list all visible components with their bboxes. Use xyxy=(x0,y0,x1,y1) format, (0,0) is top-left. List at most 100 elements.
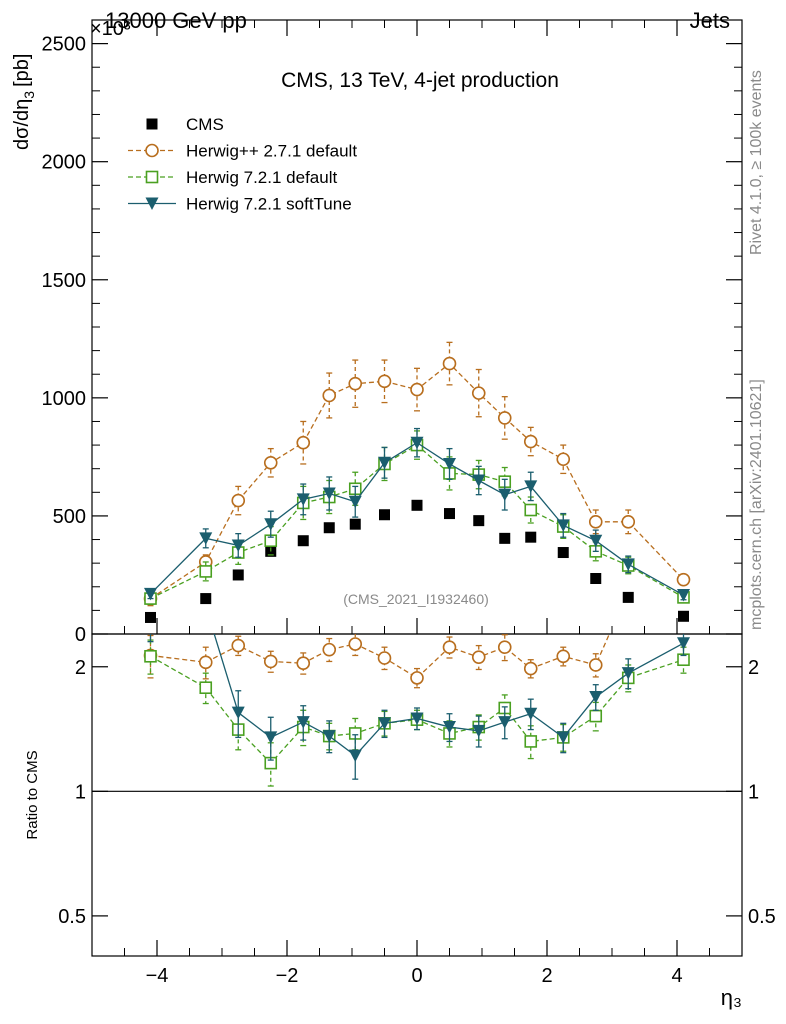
main-point-herwig-7-2-1-default xyxy=(524,503,538,517)
ratio-y-tick-label: 2 xyxy=(75,657,86,679)
ratio-point-herwig-2-7-1-default xyxy=(497,640,512,655)
ratio-point-herwig-7-2-1-default xyxy=(589,709,603,723)
main-panel-frame xyxy=(91,19,743,635)
main-point-cms xyxy=(444,508,455,520)
main-y-tick-label: 0 xyxy=(75,624,86,646)
main-point-herwig-7-2-1-softtune xyxy=(348,495,362,509)
main-point-herwig-7-2-1-softtune xyxy=(524,480,538,493)
main-point-herwig-7-2-1-softtune xyxy=(199,532,213,545)
main-point-cms xyxy=(473,515,485,527)
main-point-herwig-2-7-1-default xyxy=(676,572,691,587)
ratio-point-herwig-7-2-1-softtune xyxy=(264,731,278,744)
ratio-point-herwig-7-2-1-softtune xyxy=(296,716,310,729)
main-point-cms xyxy=(200,593,212,605)
main-y-axis: 0 500 1000 1500 2000 2500 xyxy=(42,19,742,646)
main-point-herwig-7-2-1-softtune xyxy=(296,493,310,506)
main-point-herwig-2-7-1-default xyxy=(471,386,486,400)
ratio-series-group xyxy=(143,634,690,787)
main-point-herwig-7-2-1-softtune xyxy=(231,539,245,552)
main-y-tick-label: 2000 xyxy=(42,152,87,174)
main-point-herwig-2-7-1-default xyxy=(231,493,246,508)
main-point-herwig-7-2-1-softtune xyxy=(498,488,512,502)
main-y-tick-label: 2500 xyxy=(42,34,87,56)
main-point-cms xyxy=(499,532,511,544)
ratio-point-herwig-2-7-1-default xyxy=(377,651,392,665)
main-point-herwig-7-2-1-softtune xyxy=(589,534,603,548)
main-point-herwig-2-7-1-default xyxy=(410,382,424,397)
ratio-point-herwig-7-2-1-softtune xyxy=(498,716,512,729)
y-axis-label-main: dσ/dη3 [pb] xyxy=(11,54,37,150)
main-series-herwig-2-7-1-default xyxy=(143,341,691,607)
y-axis-label-ratio: Ratio to CMS xyxy=(24,750,41,839)
ratio-point-herwig-7-2-1-softtune xyxy=(378,717,391,730)
main-point-herwig-2-7-1-default xyxy=(497,411,512,425)
main-point-herwig-7-2-1-softtune xyxy=(443,457,456,471)
ratio-point-herwig-2-7-1-default xyxy=(442,640,457,655)
ratio-series-herwig-7-2-1-softtune xyxy=(147,634,690,780)
ratio-point-herwig-7-2-1-default xyxy=(524,735,538,748)
ratio-point-herwig-7-2-1-softtune xyxy=(231,706,245,720)
ratio-line-herwig-2-7-1-default xyxy=(150,634,611,679)
ratio-point-herwig-7-2-1-softtune xyxy=(472,724,486,738)
main-point-cms xyxy=(411,499,423,511)
ratio-point-herwig-7-2-1-softtune xyxy=(410,712,424,725)
main-point-herwig-2-7-1-default xyxy=(322,388,337,403)
main-point-cms xyxy=(145,611,156,623)
x-tick-label: 0 xyxy=(411,965,422,987)
ratio-y-tick-label: 0.5 xyxy=(58,906,86,928)
main-point-herwig-7-2-1-softtune xyxy=(322,487,336,500)
legend-label: Herwig 7.2.1 softTune xyxy=(186,195,352,214)
main-point-herwig-2-7-1-default xyxy=(621,515,636,529)
rivet-label: Rivet 4.1.0, ≥ 100k events xyxy=(748,70,765,255)
ratio-y-tick-label: 1 xyxy=(75,781,86,803)
main-line-herwig-7-2-1-softtune xyxy=(150,441,684,596)
watermark: (CMS_2021_I1932460) xyxy=(343,591,489,607)
main-point-cms xyxy=(590,573,602,585)
main-point-cms xyxy=(323,522,335,534)
main-point-herwig-2-7-1-default xyxy=(377,374,392,389)
main-point-cms xyxy=(379,509,390,521)
ratio-point-herwig-2-7-1-default xyxy=(348,637,363,651)
main-point-herwig-2-7-1-default xyxy=(348,376,363,391)
ratio-y-tick-label-right: 2 xyxy=(748,657,759,679)
y-axis-label-unit: [pb] xyxy=(11,54,33,87)
main-point-cms xyxy=(557,547,569,559)
y-axis-label-text: dσ/dη xyxy=(11,99,33,150)
main-point-herwig-7-2-1-softtune xyxy=(621,558,635,571)
ratio-y-tick-label-right: 1 xyxy=(748,781,759,803)
axis-exponent: ×10³ xyxy=(90,18,131,40)
ratio-point-herwig-7-2-1-softtune xyxy=(322,730,336,743)
ratio-point-herwig-2-7-1-default xyxy=(322,642,337,657)
ratio-point-herwig-7-2-1-softtune xyxy=(524,707,538,721)
main-point-herwig-7-2-1-softtune xyxy=(264,518,278,531)
main-point-herwig-2-7-1-default xyxy=(588,515,603,529)
ratio-point-herwig-2-7-1-default xyxy=(471,650,486,664)
legend-entry-herwig-2-7-1-default: Herwig++ 2.7.1 default xyxy=(128,142,357,161)
main-series-herwig-7-2-1-softtune xyxy=(144,427,690,602)
x-axis-label: η₃ xyxy=(721,985,742,1010)
ratio-point-herwig-7-2-1-softtune xyxy=(556,731,570,744)
ratio-point-herwig-7-2-1-softtune xyxy=(589,691,603,704)
legend-entry-herwig-7-2-1-default: Herwig 7.2.1 default xyxy=(128,168,337,187)
ratio-point-herwig-2-7-1-default xyxy=(556,649,571,664)
ratio-point-herwig-2-7-1-default xyxy=(231,638,246,653)
ratio-point-herwig-7-2-1-softtune xyxy=(677,637,690,650)
main-point-herwig-2-7-1-default xyxy=(296,435,311,450)
ratio-point-herwig-7-2-1-softtune xyxy=(348,749,362,763)
legend-entry-cms: CMS xyxy=(146,115,224,134)
main-point-cms xyxy=(622,591,634,603)
y-axis-label-subscript: 3 xyxy=(21,91,37,99)
main-point-herwig-2-7-1-default xyxy=(556,452,571,467)
main-point-herwig-7-2-1-softtune xyxy=(677,589,690,602)
ratio-point-herwig-2-7-1-default xyxy=(263,654,278,669)
main-y-tick-label: 1500 xyxy=(42,270,87,292)
x-tick-label: −4 xyxy=(146,965,169,987)
ratio-point-herwig-7-2-1-default xyxy=(144,649,157,663)
x-axis: −4 −2 0 2 4 xyxy=(91,20,743,987)
ratio-y-tick-label-right: 0.5 xyxy=(748,906,776,928)
main-point-herwig-7-2-1-softtune xyxy=(410,436,424,450)
main-point-herwig-7-2-1-softtune xyxy=(472,474,486,487)
chart-title: CMS, 13 TeV, 4-jet production xyxy=(281,69,559,92)
x-tick-label: 2 xyxy=(541,965,552,987)
ratio-point-herwig-2-7-1-default xyxy=(588,658,603,672)
